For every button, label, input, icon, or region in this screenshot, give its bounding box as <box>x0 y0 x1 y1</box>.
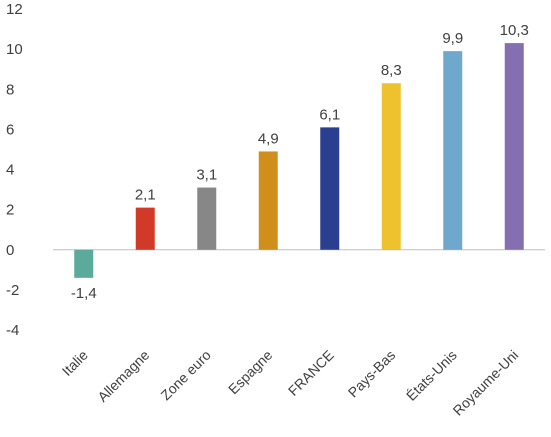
data-label: 4,9 <box>258 130 279 147</box>
data-label: 2,1 <box>135 187 156 204</box>
x-tick-label: Allemagne <box>94 347 152 405</box>
y-tick-label: 8 <box>6 81 14 98</box>
bar <box>135 207 155 250</box>
y-tick-label: 4 <box>6 162 14 179</box>
data-label: -1,4 <box>71 285 97 302</box>
x-tick-label: Pays-Bas <box>345 347 399 401</box>
bar <box>74 249 94 278</box>
x-tick-label: Royaume-Uni <box>450 347 522 419</box>
data-label: 10,3 <box>500 22 529 39</box>
bar <box>504 43 524 250</box>
x-tick-label: Zone euro <box>157 347 214 404</box>
bars <box>74 43 524 278</box>
y-tick-label: -4 <box>6 322 19 339</box>
y-tick-label: -2 <box>6 282 19 299</box>
bar <box>320 127 340 250</box>
bar <box>443 51 463 250</box>
data-label: 6,1 <box>319 106 340 123</box>
x-axis: Italie Allemagne Zone euro Espagne FRANCE Pay… <box>59 347 522 419</box>
data-label: 3,1 <box>196 167 217 184</box>
x-tick-label: États-Unis <box>403 347 460 404</box>
x-tick-label: Espagne <box>225 347 276 398</box>
x-tick-label: FRANCE <box>285 347 337 399</box>
y-tick-label: 10 <box>6 41 23 58</box>
data-label: 8,3 <box>381 62 402 79</box>
x-tick-label: Italie <box>59 347 91 379</box>
y-tick-label: 0 <box>6 242 14 259</box>
y-tick-label: 2 <box>6 202 14 219</box>
bar <box>381 83 401 250</box>
bar <box>258 151 278 250</box>
data-labels: -1,4 2,1 3,1 4,9 6,1 8,3 9,9 10,3 <box>71 22 529 302</box>
y-axis: -4 -2 0 2 4 6 8 10 12 <box>6 1 23 339</box>
data-label: 9,9 <box>442 30 463 47</box>
bar <box>197 187 217 250</box>
y-tick-label: 6 <box>6 121 14 138</box>
y-tick-label: 12 <box>6 1 23 18</box>
